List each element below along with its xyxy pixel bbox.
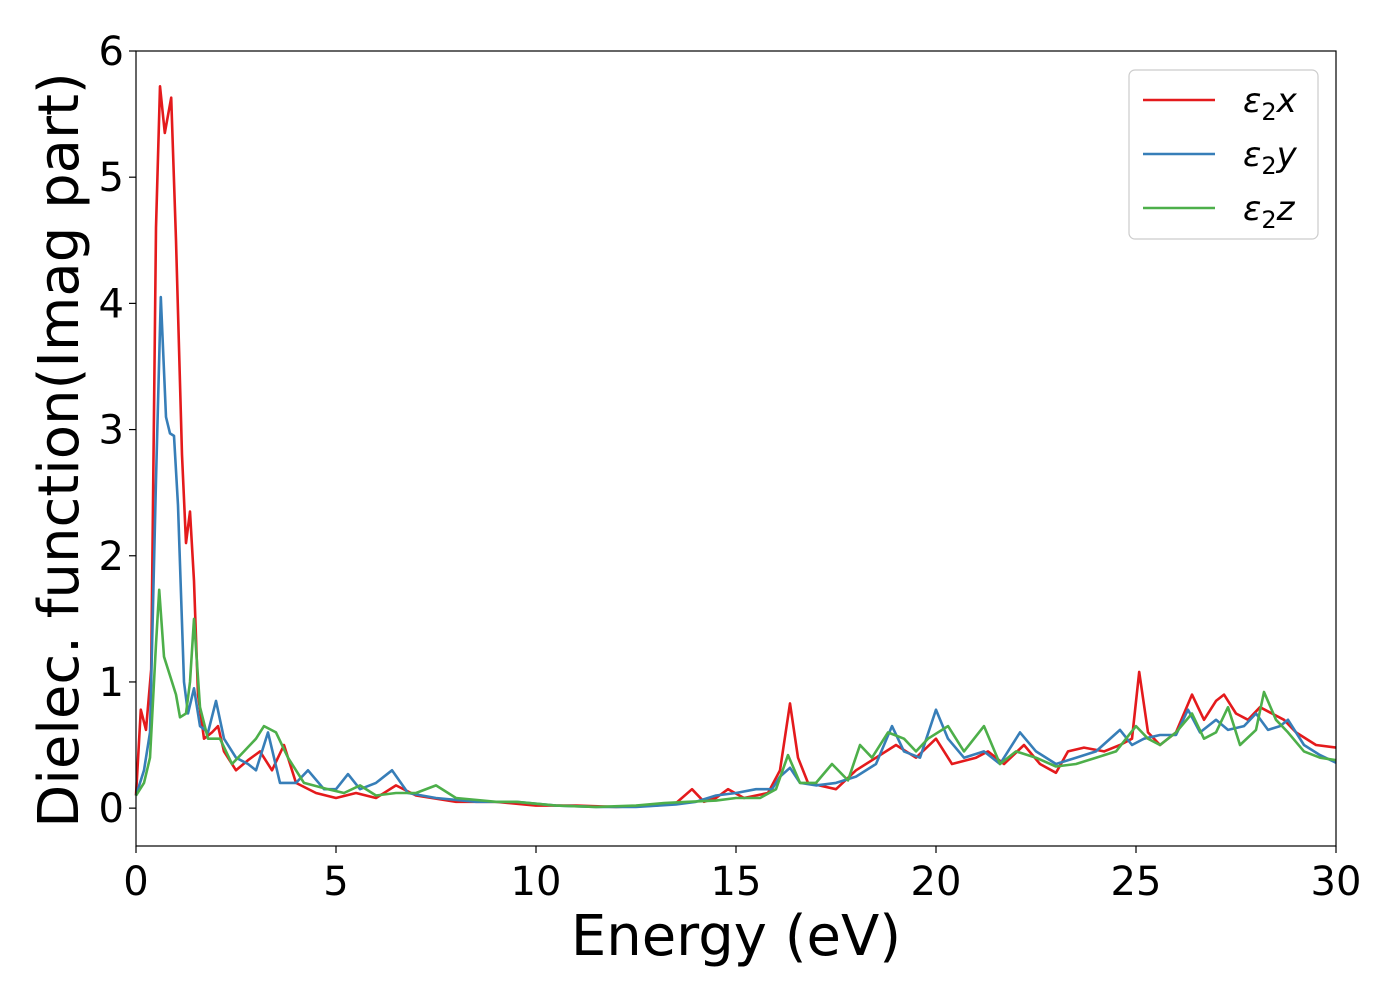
legend-label-x: ε2x: [1243, 81, 1298, 126]
x-tick-label: 30: [1311, 859, 1362, 905]
y-axis-title: Dielec. function(Imag part): [27, 72, 92, 828]
series-line-y: [134, 295, 1337, 809]
legend-label-y: ε2y: [1243, 135, 1298, 180]
y-tick-label: 0: [99, 786, 124, 832]
y-axis: 0 1 2 3 4 5 6: [99, 29, 136, 832]
x-tick-label: 10: [511, 859, 562, 905]
y-tick-label: 3: [99, 408, 124, 454]
legend: ε2x ε2y ε2z: [1128, 69, 1319, 240]
x-tick-label: 25: [1111, 859, 1162, 905]
x-tick-label: 5: [323, 859, 348, 905]
legend-box: [1128, 69, 1319, 240]
legend-label-z: ε2z: [1243, 189, 1296, 234]
series-line-z: [134, 588, 1337, 809]
y-tick-label: 2: [99, 534, 124, 580]
y-tick-label: 5: [99, 155, 124, 201]
x-axis: 0 5 10 15 20 25 30: [123, 846, 1361, 905]
x-tick-label: 20: [911, 859, 962, 905]
y-tick-label: 4: [99, 281, 124, 327]
y-tick-label: 1: [99, 660, 124, 706]
x-tick-label: 0: [123, 859, 148, 905]
y-tick-label: 6: [99, 29, 124, 75]
series-layer: [134, 85, 1337, 809]
x-axis-title: Energy (eV): [571, 904, 901, 969]
x-tick-label: 15: [711, 859, 762, 905]
